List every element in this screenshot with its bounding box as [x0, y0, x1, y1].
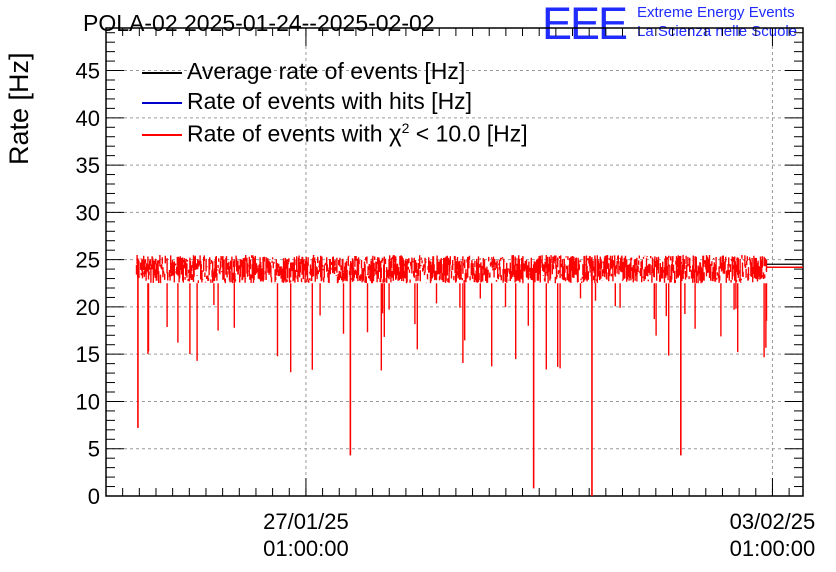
eee-logo: EEE	[542, 0, 628, 49]
chart-title: POLA-02 2025-01-24--2025-02-02	[83, 10, 435, 36]
y-tick-label: 35	[76, 153, 100, 178]
y-tick-label: 40	[76, 106, 100, 131]
legend-swatch-chi2	[142, 134, 182, 136]
y-tick-label: 25	[76, 248, 100, 273]
y-tick-label: 15	[76, 342, 100, 367]
legend-swatch-average	[142, 72, 182, 74]
legend-label-average: Average rate of events [Hz]	[187, 58, 466, 84]
legend-label-chi2: Rate of events with χ2 < 10.0 [Hz]	[187, 120, 528, 148]
legend-swatch-hits	[142, 102, 182, 104]
series-chi2-noise	[135, 254, 768, 373]
y-tick-label: 45	[76, 59, 100, 84]
logo-line-1: Extreme Energy Events	[637, 4, 795, 21]
x-tick-label-time: 01:00:00	[263, 536, 349, 561]
plot-frame	[105, 27, 804, 497]
x-tick-label-date: 27/01/25	[263, 509, 349, 534]
x-tick-label-time: 01:00:00	[730, 536, 816, 561]
y-tick-label: 10	[76, 389, 100, 414]
x-tick-label-date: 03/02/25	[730, 509, 816, 534]
legend-label-hits: Rate of events with hits [Hz]	[187, 88, 473, 114]
y-tick-label: 20	[76, 295, 100, 320]
y-tick-label: 5	[88, 437, 100, 462]
y-tick-label: 0	[88, 484, 100, 509]
y-tick-label: 30	[76, 200, 100, 225]
